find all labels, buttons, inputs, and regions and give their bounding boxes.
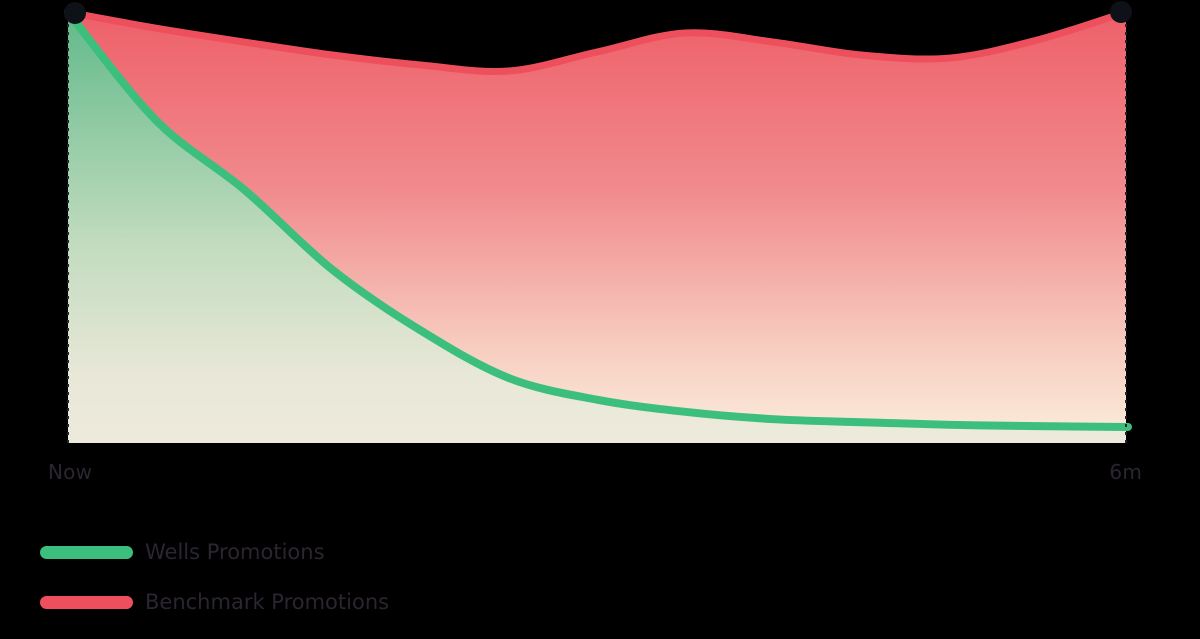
start-endpoint-marker xyxy=(64,2,86,24)
wells-series-swatch xyxy=(40,545,133,559)
legend-label-benchmark: Benchmark Promotions xyxy=(145,590,390,614)
chart-canvas: Now 6m xyxy=(48,1,1142,484)
x-axis-label-end: 6m xyxy=(1109,460,1142,484)
benchmark-series-line xyxy=(67,8,1128,76)
area-chart xyxy=(64,1,1132,443)
legend-label-wells: Wells Promotions xyxy=(145,540,325,564)
x-axis-label-start: Now xyxy=(48,460,93,484)
chart-legend: Wells Promotions Benchmark Promotions xyxy=(40,539,389,639)
wells-series-area xyxy=(68,12,1126,443)
legend-item-wells: Wells Promotions xyxy=(40,539,389,565)
legend-item-benchmark: Benchmark Promotions xyxy=(40,589,389,615)
end-endpoint-marker xyxy=(1110,1,1132,23)
benchmark-series-swatch xyxy=(40,595,133,609)
wells-series-line xyxy=(64,8,1132,431)
